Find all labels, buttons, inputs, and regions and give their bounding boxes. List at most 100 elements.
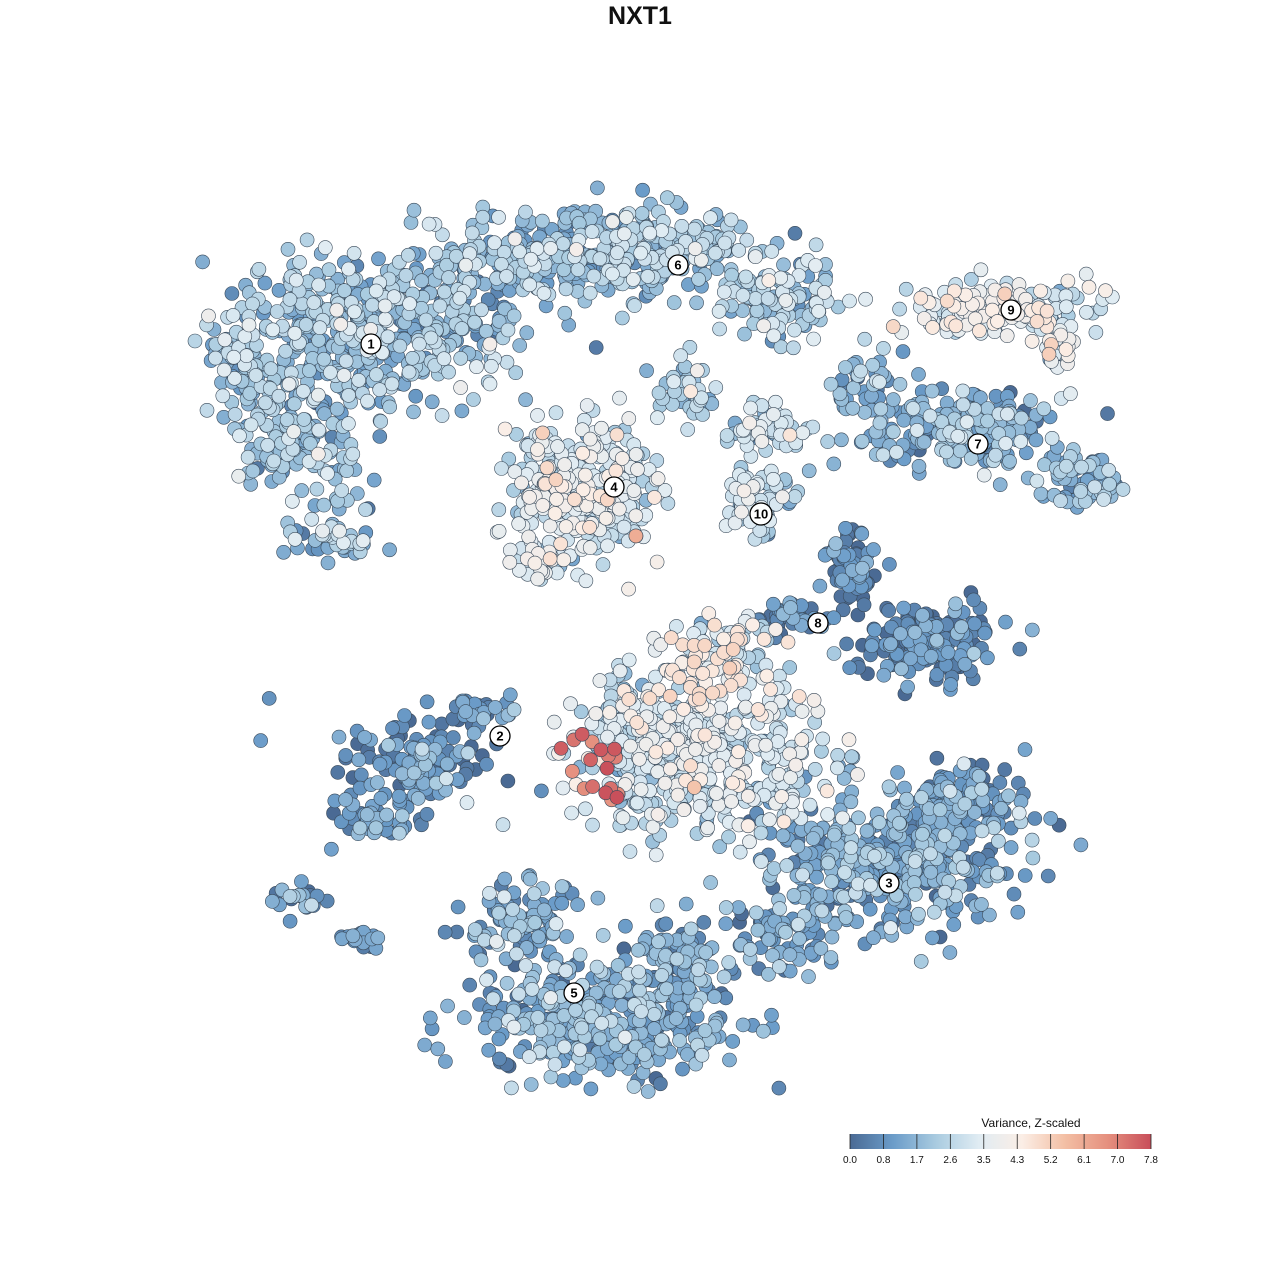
scatter-point <box>843 794 859 810</box>
scatter-point <box>862 901 878 917</box>
scatter-point <box>232 428 247 444</box>
scatter-point <box>306 295 322 310</box>
scatter-point <box>400 247 416 263</box>
scatter-point <box>341 388 356 403</box>
scatter-point <box>876 667 892 683</box>
scatter-point <box>1001 788 1016 804</box>
scatter-point <box>801 969 816 984</box>
scatter-point <box>823 950 839 965</box>
scatter-point <box>881 779 897 795</box>
scatter-point <box>691 691 707 707</box>
scatter-point <box>535 498 551 513</box>
scatter-point <box>466 392 481 407</box>
scatter-point <box>614 997 630 1013</box>
scatter-point <box>586 268 602 284</box>
scatter-point <box>850 767 865 782</box>
scatter-point <box>908 887 923 902</box>
scatter-point <box>907 625 923 640</box>
scatter-point <box>536 285 552 301</box>
scatter-point <box>366 472 382 488</box>
scatter-point <box>782 947 798 963</box>
scatter-point <box>766 407 781 422</box>
scatter-point <box>502 542 518 558</box>
scatter-point <box>310 446 326 462</box>
scatter-point <box>895 344 911 359</box>
scatter-point <box>301 363 317 378</box>
scatter-point <box>779 858 795 873</box>
scatter-point <box>621 581 636 597</box>
scatter-point <box>1029 473 1045 489</box>
scatter-point <box>627 298 642 313</box>
scatter-point <box>1081 279 1097 295</box>
scatter-point <box>948 318 964 334</box>
scatter-point <box>646 1007 662 1022</box>
scatter-point <box>1073 837 1089 853</box>
scatter-point <box>575 445 590 461</box>
scatter-point <box>548 472 564 488</box>
scatter-point <box>1060 273 1076 289</box>
scatter-point <box>199 402 215 418</box>
scatter-point <box>925 320 940 335</box>
scatter-point <box>522 277 538 293</box>
scatter-point <box>491 1031 507 1047</box>
scatter-point <box>1073 484 1088 499</box>
scatter-point <box>790 838 806 854</box>
scatter-point <box>740 818 756 834</box>
scatter-point <box>875 447 891 463</box>
scatter-point <box>609 427 625 443</box>
scatter-point <box>487 1016 503 1032</box>
scatter-point <box>499 975 515 991</box>
scatter-point <box>476 711 491 727</box>
scatter-point <box>966 646 982 661</box>
scatter-point <box>666 374 682 390</box>
scatter-point <box>437 924 453 940</box>
scatter-point <box>650 471 666 486</box>
scatter-point <box>616 226 632 242</box>
scatter-point <box>276 544 291 560</box>
scatter-point <box>245 296 260 312</box>
scatter-point <box>707 617 722 633</box>
scatter-point <box>546 714 562 730</box>
scatter-point <box>391 788 407 804</box>
scatter-point <box>826 610 842 626</box>
scatter-point <box>1012 641 1028 657</box>
scatter-point <box>321 262 337 278</box>
scatter-point <box>628 508 644 524</box>
scatter-point <box>590 890 606 906</box>
scatter-point <box>676 802 692 818</box>
scatter-point <box>1074 459 1089 475</box>
cluster-label: 3 <box>878 872 900 894</box>
scatter-point <box>316 351 332 367</box>
scatter-point <box>441 364 456 380</box>
scatter-point <box>549 491 564 507</box>
scatter-point <box>820 855 836 871</box>
scatter-point <box>686 654 702 670</box>
scatter-point <box>557 457 572 472</box>
scatter-point <box>900 679 915 695</box>
scatter-point <box>687 221 702 237</box>
scatter-point <box>893 626 908 642</box>
scatter-point <box>334 483 350 498</box>
scatter-point <box>298 317 314 332</box>
scatter-point <box>408 388 424 404</box>
scatter-point <box>694 1047 710 1063</box>
scatter-point <box>437 284 452 300</box>
scatter-point <box>441 270 456 285</box>
scatter-point <box>980 650 995 666</box>
scatter-point <box>763 682 778 697</box>
scatter-point <box>691 271 706 287</box>
scatter-point <box>445 730 461 745</box>
scatter-point <box>724 794 739 809</box>
scatter-point <box>946 917 962 932</box>
scatter-point <box>999 406 1015 422</box>
scatter-point <box>292 254 307 270</box>
scatter-point <box>1033 283 1048 299</box>
scatter-point <box>841 732 857 748</box>
scatter-point <box>723 212 739 228</box>
scatter-point <box>574 1020 590 1036</box>
scatter-point <box>711 714 727 729</box>
scatter-point <box>742 942 758 957</box>
scatter-point <box>774 789 790 804</box>
scatter-point <box>695 666 711 681</box>
scatter-point <box>890 765 905 780</box>
